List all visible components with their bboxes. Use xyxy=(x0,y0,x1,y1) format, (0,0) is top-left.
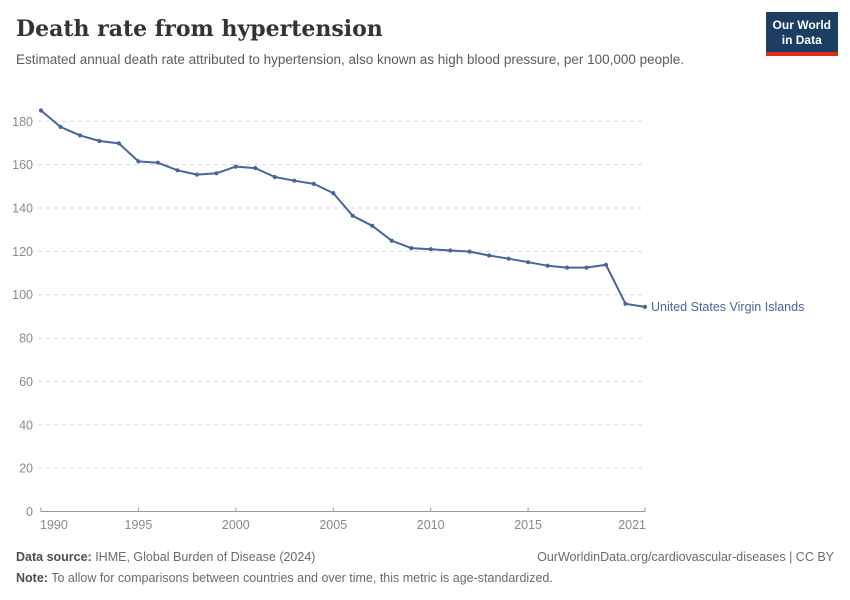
data-source: Data source: IHME, Global Burden of Dise… xyxy=(16,547,315,568)
y-gridlines xyxy=(38,120,646,512)
data-point[interactable] xyxy=(370,223,375,228)
data-point[interactable] xyxy=(97,138,102,144)
y-tick-label: 60 xyxy=(19,375,33,389)
data-point[interactable] xyxy=(214,171,219,176)
data-point[interactable] xyxy=(58,124,63,129)
data-point[interactable] xyxy=(233,164,238,169)
data-point[interactable] xyxy=(116,141,121,146)
data-point[interactable] xyxy=(448,248,453,253)
x-tick-label: 2005 xyxy=(319,518,347,532)
note-text: To allow for comparisons between countri… xyxy=(47,571,553,585)
data-point[interactable] xyxy=(487,253,492,258)
owid-logo-line2: in Data xyxy=(781,33,822,47)
x-axis-ticks xyxy=(40,507,646,512)
y-tick-label: 120 xyxy=(12,245,33,259)
data-point[interactable] xyxy=(565,265,570,270)
y-tick-label: 40 xyxy=(19,418,33,432)
data-point[interactable] xyxy=(642,304,648,309)
owid-logo-line1: Our World xyxy=(772,18,831,32)
data-point[interactable] xyxy=(409,246,414,251)
data-point[interactable] xyxy=(603,262,609,267)
y-tick-label: 100 xyxy=(12,288,33,302)
x-tick-label: 2021 xyxy=(618,518,646,532)
data-point[interactable] xyxy=(623,301,628,306)
data-point[interactable] xyxy=(389,238,394,243)
y-tick-label: 20 xyxy=(19,462,33,476)
data-point[interactable] xyxy=(506,256,511,261)
data-point[interactable] xyxy=(331,191,336,196)
data-point[interactable] xyxy=(136,159,141,164)
y-tick-label: 140 xyxy=(12,202,33,216)
x-tick-label: 2000 xyxy=(222,518,250,532)
chart-header: Death rate from hypertension Estimated a… xyxy=(16,16,834,68)
x-tick-label: 2010 xyxy=(417,518,445,532)
note-label: Note: xyxy=(16,571,48,585)
chart-subtitle: Estimated annual death rate attributed t… xyxy=(16,52,684,67)
x-tick-label: 2015 xyxy=(514,518,542,532)
y-axis-labels: 0 20 40 60 80 100 120 140 160 180 xyxy=(12,115,33,519)
data-point[interactable] xyxy=(272,174,277,180)
data-point[interactable] xyxy=(350,213,355,218)
x-axis-labels: 1990 1995 2000 2005 2010 2015 2021 xyxy=(40,518,646,532)
data-point[interactable] xyxy=(194,172,199,177)
data-point-markers[interactable] xyxy=(38,108,648,309)
data-point[interactable] xyxy=(292,178,297,183)
chart-title: Death rate from hypertension xyxy=(16,16,383,42)
data-point[interactable] xyxy=(175,168,180,173)
y-tick-label: 0 xyxy=(26,505,33,519)
attribution-link[interactable]: OurWorldinData.org/cardiovascular-diseas… xyxy=(537,550,834,564)
data-point[interactable] xyxy=(253,166,258,171)
chart-footer: Data source: IHME, Global Burden of Dise… xyxy=(16,547,834,589)
y-tick-label: 160 xyxy=(12,158,33,172)
y-tick-label: 180 xyxy=(12,115,33,129)
footnote: Note: To allow for comparisons between c… xyxy=(16,571,553,585)
data-point[interactable] xyxy=(38,108,44,113)
data-line[interactable] xyxy=(40,109,646,308)
data-point[interactable] xyxy=(428,247,433,252)
data-point[interactable] xyxy=(545,263,550,268)
y-tick-label: 80 xyxy=(19,332,33,346)
data-point[interactable] xyxy=(467,249,472,254)
data-point[interactable] xyxy=(311,181,316,186)
data-point[interactable] xyxy=(77,133,83,138)
x-tick-label: 1990 xyxy=(40,518,68,532)
data-source-label: Data source: xyxy=(16,550,92,564)
data-point[interactable] xyxy=(584,265,589,270)
data-point[interactable] xyxy=(526,260,531,265)
owid-logo[interactable]: Our World in Data xyxy=(765,12,838,56)
series-end-label[interactable]: United States Virgin Islands xyxy=(651,300,804,314)
data-source-text: IHME, Global Burden of Disease (2024) xyxy=(91,550,316,564)
x-tick-label: 1995 xyxy=(125,518,153,532)
data-point[interactable] xyxy=(155,160,160,165)
